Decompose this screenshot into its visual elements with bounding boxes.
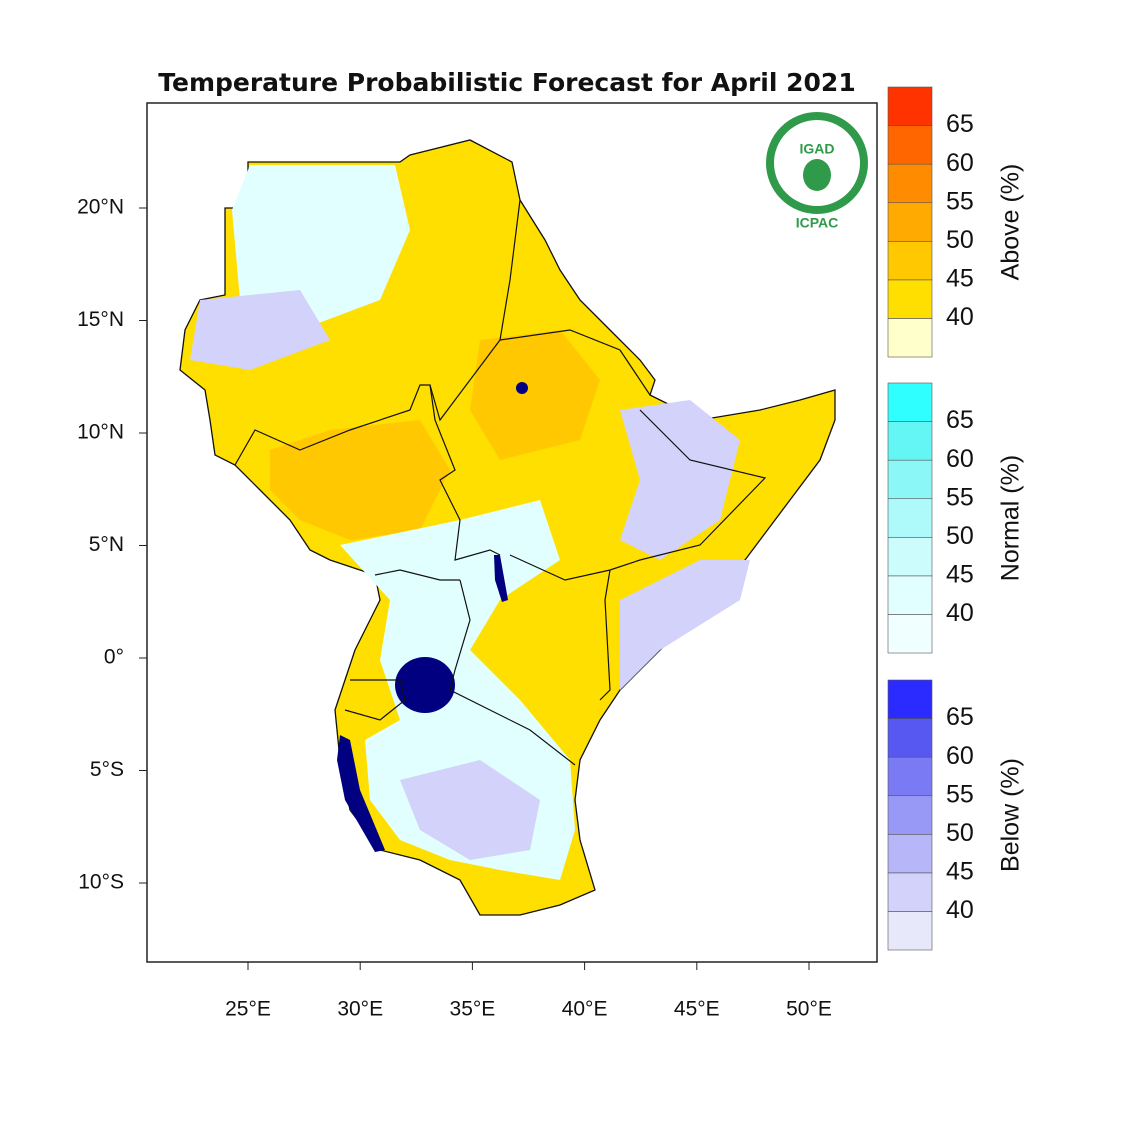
colorbar-bin (887, 536, 933, 577)
colorbar-label: 50 (946, 522, 974, 550)
lake-tana (516, 382, 528, 394)
logo-name: IGAD (800, 141, 835, 157)
colorbar-bin (887, 240, 933, 281)
border (599, 569, 611, 701)
colorbar-label: 40 (946, 599, 974, 627)
border (344, 679, 406, 721)
y-tick-label: 10°S (78, 871, 124, 894)
colorbar-bin (887, 718, 933, 758)
colorbar-bin (887, 756, 933, 797)
x-tick-label: 40°E (562, 998, 608, 1021)
region-below (400, 760, 540, 860)
y-tick-label: 20°N (77, 196, 124, 219)
colorbar-bin (887, 163, 933, 204)
colorbar-bin (887, 318, 933, 358)
lake-tanganyika (337, 735, 385, 852)
region-above-strong (270, 420, 450, 540)
region-above-strong (470, 330, 600, 460)
colorbar-bin (887, 202, 933, 242)
y-tick-label: 5°S (90, 758, 124, 781)
colorbar-bin (887, 833, 933, 874)
colorbar-label: 45 (946, 264, 974, 292)
colorbar-label: 65 (946, 110, 974, 138)
region-below (190, 290, 330, 370)
y-tick-label: 15°N (77, 308, 124, 331)
colorbar-bin (887, 125, 933, 165)
colorbar-bin (887, 872, 933, 912)
colorbar-label: 65 (946, 703, 974, 731)
colorbar-bin (887, 279, 933, 319)
colorbar-label: 65 (946, 406, 974, 434)
colorbar-label: 55 (946, 780, 974, 808)
x-tick-label: 50°E (786, 998, 832, 1021)
map: IGAD ICPAC (146, 102, 878, 963)
y-tick-label: 0° (104, 646, 124, 669)
colorbar-bin (887, 575, 933, 615)
colorbar-bin (887, 421, 933, 461)
colorbar-label: 45 (946, 560, 974, 588)
lake-victoria (395, 657, 455, 713)
x-tick-label: 30°E (337, 998, 383, 1021)
colorbar-bin (887, 498, 933, 538)
colorbar-label: 40 (946, 303, 974, 331)
axes: 25°E 30°E 35°E 40°E 45°E 50°E 20°N 15°N 10°N 5°N 0… (77, 196, 832, 1021)
colorbar-title: Above (%) (997, 164, 1025, 281)
region-below (620, 400, 740, 560)
y-tick-label: 5°N (89, 533, 124, 556)
colorbar-bin (887, 614, 933, 654)
x-tick-label: 45°E (674, 998, 720, 1021)
region-normal (232, 165, 410, 330)
x-tick-label: 35°E (450, 998, 496, 1021)
border (374, 569, 460, 581)
colorbar-bin (887, 679, 933, 719)
colorbar-label: 50 (946, 819, 974, 847)
igad-logo: IGAD ICPAC (766, 112, 868, 231)
logo-caption: ICPAC (796, 215, 839, 231)
legends: 40 45 50 55 60 65 Above (%) 40 45 50 55 60 65 Normal … (887, 86, 1025, 951)
colorbar-label: 50 (946, 226, 974, 254)
colorbar-title: Normal (%) (997, 455, 1025, 581)
border (499, 329, 651, 396)
border (449, 579, 576, 766)
colorbar-label: 60 (946, 149, 974, 177)
logo-africa (803, 159, 831, 191)
border (509, 409, 767, 581)
lake-turkana (494, 555, 508, 602)
colorbar-bin (887, 86, 933, 126)
x-tick-label: 25°E (225, 998, 271, 1021)
colorbar-bin (887, 795, 933, 835)
colorbar-label: 60 (946, 742, 974, 770)
border (429, 199, 521, 422)
colorbar-label: 55 (946, 483, 974, 511)
colorbar-label: 45 (946, 857, 974, 885)
colorbar-label: 60 (946, 445, 974, 473)
colorbar-bin (887, 911, 933, 951)
colorbar-title: Below (%) (997, 758, 1025, 872)
y-tick-label: 10°N (77, 421, 124, 444)
region-below (620, 560, 750, 690)
border (234, 384, 501, 561)
map-title: Temperature Probabilistic Forecast for A… (158, 68, 855, 97)
colorbar-bin (887, 459, 933, 500)
colorbar-bin (887, 382, 933, 422)
colorbar-label: 40 (946, 896, 974, 924)
colorbar-label: 55 (946, 187, 974, 215)
